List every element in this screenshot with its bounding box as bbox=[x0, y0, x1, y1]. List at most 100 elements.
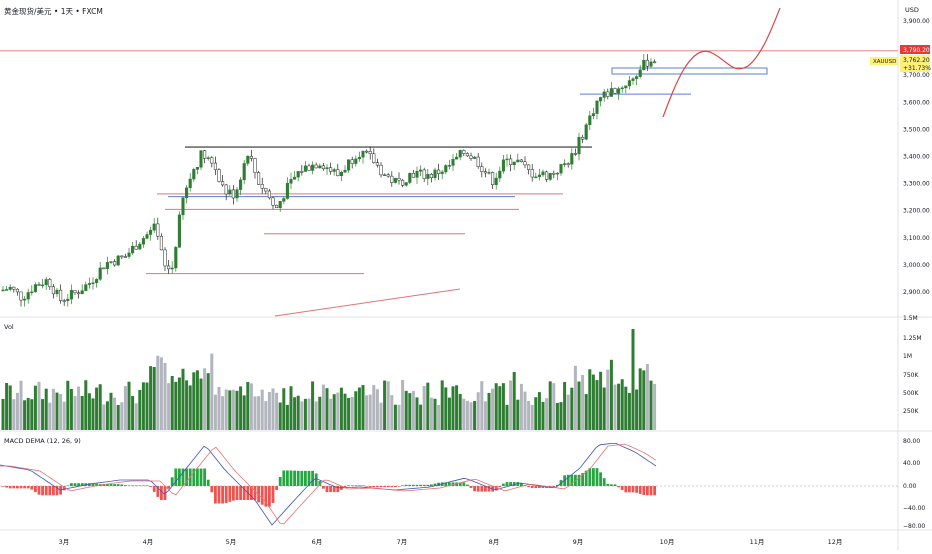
volume-bar bbox=[199, 378, 203, 430]
candle-body bbox=[332, 169, 336, 172]
symbol-tag[interactable]: XAUUSD bbox=[873, 59, 896, 65]
symbol-title[interactable]: 黄金现货/美元 • 1天 • FXCM bbox=[4, 6, 103, 16]
candle-body bbox=[203, 150, 207, 159]
volume-bar bbox=[588, 369, 592, 430]
volume-bar bbox=[120, 402, 124, 430]
candle-body bbox=[530, 169, 534, 178]
last-change-label[interactable]: +31.73% bbox=[903, 65, 931, 72]
macd-histogram-bar bbox=[426, 484, 430, 486]
volume-bar bbox=[397, 404, 401, 430]
volume-label[interactable]: Vol bbox=[4, 323, 14, 331]
macd-histogram-bar bbox=[239, 486, 242, 500]
candle-body bbox=[44, 279, 48, 286]
candle-body bbox=[329, 167, 333, 172]
candle-body bbox=[109, 261, 113, 263]
volume-tick-label: 1.5M bbox=[903, 315, 918, 322]
volume-bar bbox=[447, 397, 451, 430]
candle-body bbox=[159, 235, 163, 251]
macd-histogram-bar bbox=[30, 486, 34, 490]
candle-body bbox=[386, 174, 390, 177]
candle-body bbox=[321, 165, 325, 170]
macd-histogram-bar bbox=[599, 472, 602, 486]
macd-histogram-bar bbox=[152, 486, 156, 492]
candle-body bbox=[242, 163, 246, 181]
volume-bar bbox=[69, 388, 73, 430]
macd-histogram-bar bbox=[404, 484, 408, 486]
candle-body bbox=[221, 181, 225, 186]
volume-tick-label: 250K bbox=[903, 408, 919, 415]
volume-bar bbox=[285, 404, 289, 430]
volume-bar bbox=[505, 404, 509, 430]
macd-histogram-bar bbox=[390, 486, 394, 488]
macd-histogram-bar bbox=[185, 468, 188, 486]
volume-bar bbox=[55, 392, 59, 430]
macd-histogram-bar bbox=[588, 468, 592, 486]
volume-bar bbox=[336, 392, 340, 430]
macd-histogram-bar bbox=[354, 485, 358, 486]
volume-bar bbox=[303, 398, 307, 430]
volume-bar bbox=[109, 392, 113, 430]
volume-bar bbox=[181, 368, 185, 430]
macd-label[interactable]: MACD DEMA (12, 26, 9) bbox=[4, 437, 81, 445]
candle-body bbox=[127, 252, 131, 257]
volume-bar bbox=[311, 381, 315, 430]
candle-body bbox=[185, 187, 189, 199]
candle-body bbox=[275, 205, 279, 209]
macd-histogram-bar bbox=[318, 481, 322, 486]
candle-body bbox=[195, 166, 199, 170]
macd-histogram-bar bbox=[620, 486, 624, 491]
volume-bar bbox=[325, 388, 329, 430]
time-tick-label: 12月 bbox=[828, 538, 843, 546]
candle-body bbox=[631, 78, 635, 81]
candle-body bbox=[354, 158, 358, 164]
volume-bar bbox=[347, 397, 351, 430]
volume-bar bbox=[249, 383, 253, 430]
volume-axis[interactable]: 1.5M 1.25M 1M 750K 500K 250K bbox=[903, 315, 922, 415]
macd-histogram-bar bbox=[332, 486, 336, 493]
candle-body bbox=[181, 197, 185, 216]
candle-body bbox=[267, 190, 271, 199]
volume-bar bbox=[203, 368, 207, 430]
volume-bar bbox=[476, 392, 480, 430]
alert-price-label[interactable]: 3,790.20 bbox=[903, 47, 930, 54]
macd-histogram-bar bbox=[408, 484, 412, 486]
candle-body bbox=[102, 267, 106, 270]
volume-bar bbox=[498, 386, 502, 430]
candle-body bbox=[429, 173, 433, 179]
macd-histogram-bar bbox=[8, 486, 12, 489]
time-axis[interactable]: 3月 4月 5月 6月 7月 8月 9月 10月 11月 12月 bbox=[59, 538, 843, 546]
macd-histogram-bar bbox=[278, 476, 282, 486]
candle-body bbox=[62, 300, 66, 302]
volume-pane bbox=[1, 329, 657, 430]
currency-label[interactable]: USD bbox=[905, 6, 919, 14]
last-price-label[interactable]: 3,762.20 bbox=[903, 57, 930, 64]
candle-body bbox=[177, 214, 181, 248]
macd-histogram-bar bbox=[300, 470, 304, 486]
candle-body bbox=[350, 159, 354, 164]
volume-bar bbox=[275, 392, 279, 430]
volume-bar bbox=[595, 380, 599, 430]
volume-bar bbox=[30, 399, 34, 430]
macd-axis[interactable]: 80.00 40.00 0.00 −40.00 −80.00 bbox=[903, 438, 925, 530]
candle-body bbox=[48, 279, 52, 288]
macd-histogram-bar bbox=[120, 484, 124, 486]
candle-body bbox=[548, 172, 552, 180]
candle-body bbox=[170, 267, 174, 270]
volume-bar bbox=[383, 380, 387, 430]
macd-histogram-bar bbox=[595, 468, 599, 486]
volume-bar bbox=[350, 397, 354, 430]
macd-pane bbox=[0, 443, 898, 526]
macd-histogram-bar bbox=[556, 484, 559, 486]
candle-body bbox=[552, 172, 556, 175]
volume-bar bbox=[300, 401, 304, 430]
volume-bar bbox=[455, 385, 459, 430]
candle-body bbox=[163, 249, 167, 267]
volume-bar bbox=[480, 381, 484, 430]
candle-body bbox=[462, 150, 466, 154]
volume-bar bbox=[620, 379, 624, 430]
macd-histogram-bar bbox=[376, 486, 379, 488]
macd-histogram-bar bbox=[304, 470, 307, 486]
candle-body bbox=[649, 61, 653, 67]
volume-bar bbox=[329, 398, 333, 430]
